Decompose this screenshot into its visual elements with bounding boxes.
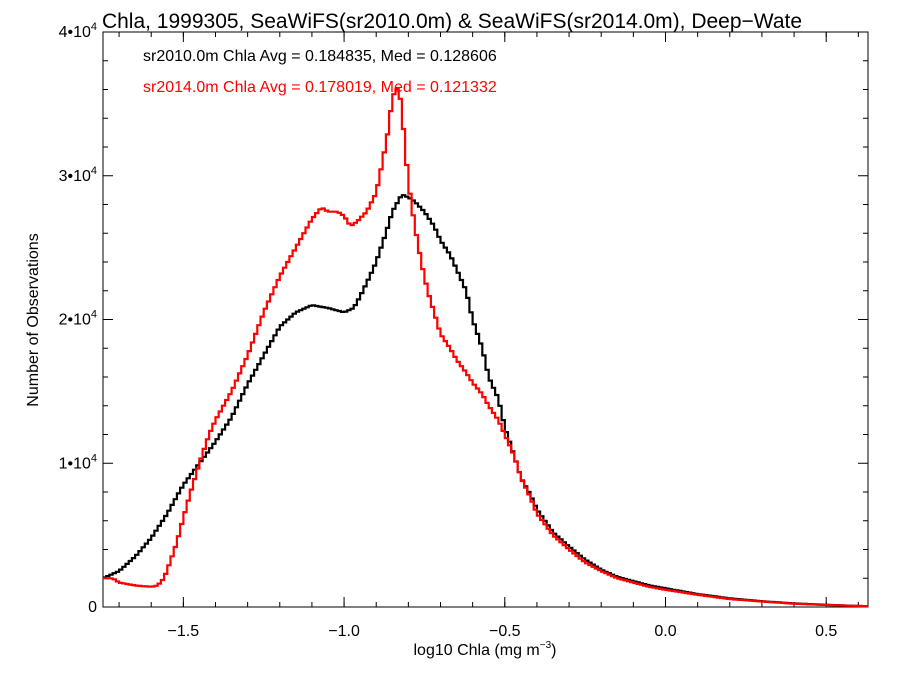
y-tick-label: 0 — [88, 599, 97, 616]
chart-title: Chla, 1999305, SeaWiFS(sr2010.0m) & SeaW… — [102, 10, 802, 33]
y-tick-label: 1•104 — [59, 452, 97, 472]
annotation-red: sr2014.0m Chla Avg = 0.178019, Med = 0.1… — [143, 79, 497, 96]
series-layer — [103, 88, 868, 608]
annotation-black: sr2010.0m Chla Avg = 0.184835, Med = 0.1… — [143, 48, 497, 65]
x-tick-label: 0.5 — [815, 623, 837, 640]
y-axis-label: Number of Observations — [25, 233, 42, 406]
y-tick-label: 2•104 — [59, 309, 97, 329]
x-tick-label: −0.5 — [489, 623, 521, 640]
y-tick-label: 4•104 — [59, 21, 97, 41]
x-axis-label: log10 Chla (mg m−3) — [413, 640, 556, 659]
x-tick-label: 0.0 — [654, 623, 676, 640]
x-axis-ticks: −1.5 −1.0 −0.5 0.0 0.5 — [118, 32, 859, 640]
plot-frame — [102, 31, 869, 608]
x-tick-label: −1.5 — [168, 623, 200, 640]
y-tick-label: 3•104 — [59, 165, 97, 185]
x-tick-label: −1.0 — [328, 623, 360, 640]
y-axis-ticks: 0 1•104 2•104 3•104 4•104 — [59, 21, 868, 616]
series-line-1 — [103, 88, 868, 608]
